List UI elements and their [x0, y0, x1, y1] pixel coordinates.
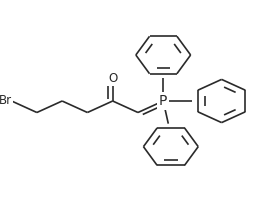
Text: O: O: [108, 72, 117, 84]
Text: P: P: [159, 94, 167, 108]
Text: Br: Br: [0, 95, 12, 108]
